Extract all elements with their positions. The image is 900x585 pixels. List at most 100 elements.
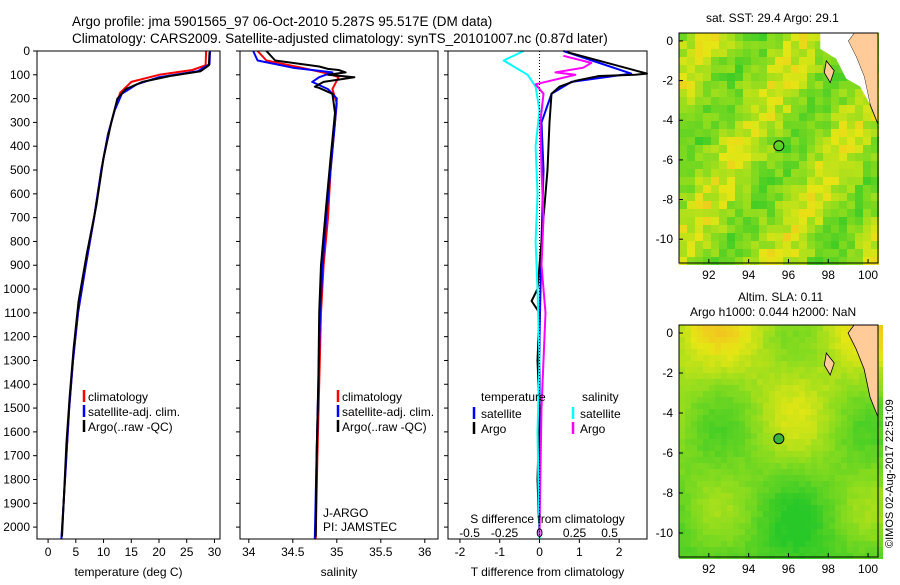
sla-map-cell [877, 331, 883, 337]
sla-map-cell [865, 487, 871, 493]
sst-map-cell [783, 169, 791, 177]
sla-map-cell [769, 547, 775, 553]
sla-map-cell [793, 379, 799, 385]
sst-map-cell [823, 217, 831, 225]
sla-map-cell [703, 337, 709, 343]
sla-map-cell [691, 529, 697, 535]
sla-map-cell [751, 511, 757, 517]
sla-map-cell [847, 499, 853, 505]
sla-map-cell [793, 457, 799, 463]
sla-map-cell [709, 367, 715, 373]
sst-map-cell [687, 169, 695, 177]
sst-map-cell [783, 65, 791, 73]
sla-map-cell [697, 361, 703, 367]
sla-map-cell [733, 553, 739, 559]
sla-map-cell [739, 553, 745, 559]
sst-map-cell [751, 209, 759, 217]
sst-map-cell [855, 217, 863, 225]
sla-map-cell [847, 427, 853, 433]
sst-map-cell [823, 233, 831, 241]
sla-map-cell [703, 367, 709, 373]
sla-map-cell [739, 451, 745, 457]
sla-map-cell [823, 451, 829, 457]
sst-map-cell [775, 97, 783, 105]
sla-map-cell [829, 337, 835, 343]
sla-map-cell [841, 325, 847, 331]
sst-map-cell [839, 161, 847, 169]
sla-map-cell [871, 421, 877, 427]
sst-map-cell [735, 241, 743, 249]
sla-map-cell [721, 421, 727, 427]
sst-map-cell [815, 193, 823, 201]
sla-map-cell [781, 361, 787, 367]
sla-map-cell [721, 499, 727, 505]
sla-map-cell [865, 469, 871, 475]
sst-map-cell [719, 41, 727, 49]
sla-map-cell [715, 445, 721, 451]
sla-map-cell [679, 349, 685, 355]
sla-map-cell [685, 343, 691, 349]
sla-map-cell [691, 397, 697, 403]
sst-map-cell [855, 105, 863, 113]
sst-map-cell [759, 217, 767, 225]
sla-map-cell [805, 403, 811, 409]
sst-map-cell [783, 57, 791, 65]
sla-map-cell [697, 445, 703, 451]
sla-map-cell [739, 475, 745, 481]
sst-map-cell [839, 249, 847, 257]
sla-map-cell [733, 433, 739, 439]
sst-map-cell [823, 105, 831, 113]
sla-map-cell [709, 553, 715, 559]
sst-map-cell [679, 33, 687, 41]
sst-map-cell [807, 193, 815, 201]
sst-map-cell [695, 73, 703, 81]
sla-map-cell [811, 373, 817, 379]
sla-map-cell [823, 331, 829, 337]
sst-map-cell [775, 233, 783, 241]
sla-map-cell [805, 409, 811, 415]
sla-map-cell [733, 481, 739, 487]
sst-map-xtick-label: 100 [858, 268, 878, 282]
sla-map-cell [775, 397, 781, 403]
sla-map-cell [805, 541, 811, 547]
sla-map-cell [745, 385, 751, 391]
sst-map-cell [711, 97, 719, 105]
sla-map-cell [733, 493, 739, 499]
sla-map-cell [685, 445, 691, 451]
sst-map-cell [815, 33, 823, 41]
sla-map-cell [745, 397, 751, 403]
sla-map-cell [817, 337, 823, 343]
sla-map-cell [739, 469, 745, 475]
sla-map-cell [721, 427, 727, 433]
sst-map-cell [839, 185, 847, 193]
sla-map-cell [679, 445, 685, 451]
sst-map-cell [703, 249, 711, 257]
sla-map-cell [769, 409, 775, 415]
sla-map-cell [709, 379, 715, 385]
sla-map-cell [739, 409, 745, 415]
sst-map-cell [847, 225, 855, 233]
sla-map-cell [805, 469, 811, 475]
sla-map-argo-marker [773, 433, 785, 445]
salinity-xtick-label: 34.5 [281, 545, 305, 559]
sla-map-cell [871, 523, 877, 529]
sla-map-cell [811, 517, 817, 523]
salinity-xtick-label: 35.5 [369, 545, 393, 559]
sst-map-cell [791, 81, 799, 89]
sla-map-cell [751, 475, 757, 481]
sla-map-cell [829, 469, 835, 475]
sst-map-cell [847, 137, 855, 145]
sla-map-cell [847, 403, 853, 409]
sst-map-cell [703, 129, 711, 137]
sst-map-ytick-label: -10 [656, 232, 674, 246]
sst-map-cell [767, 49, 775, 57]
sla-map-cell [775, 517, 781, 523]
sla-map-cell [703, 361, 709, 367]
sla-map-cell [793, 487, 799, 493]
sla-map-cell [775, 337, 781, 343]
sst-map-cell [863, 129, 871, 137]
sst-map-cell [703, 97, 711, 105]
sla-map-cell [721, 403, 727, 409]
sla-map-cell [781, 385, 787, 391]
